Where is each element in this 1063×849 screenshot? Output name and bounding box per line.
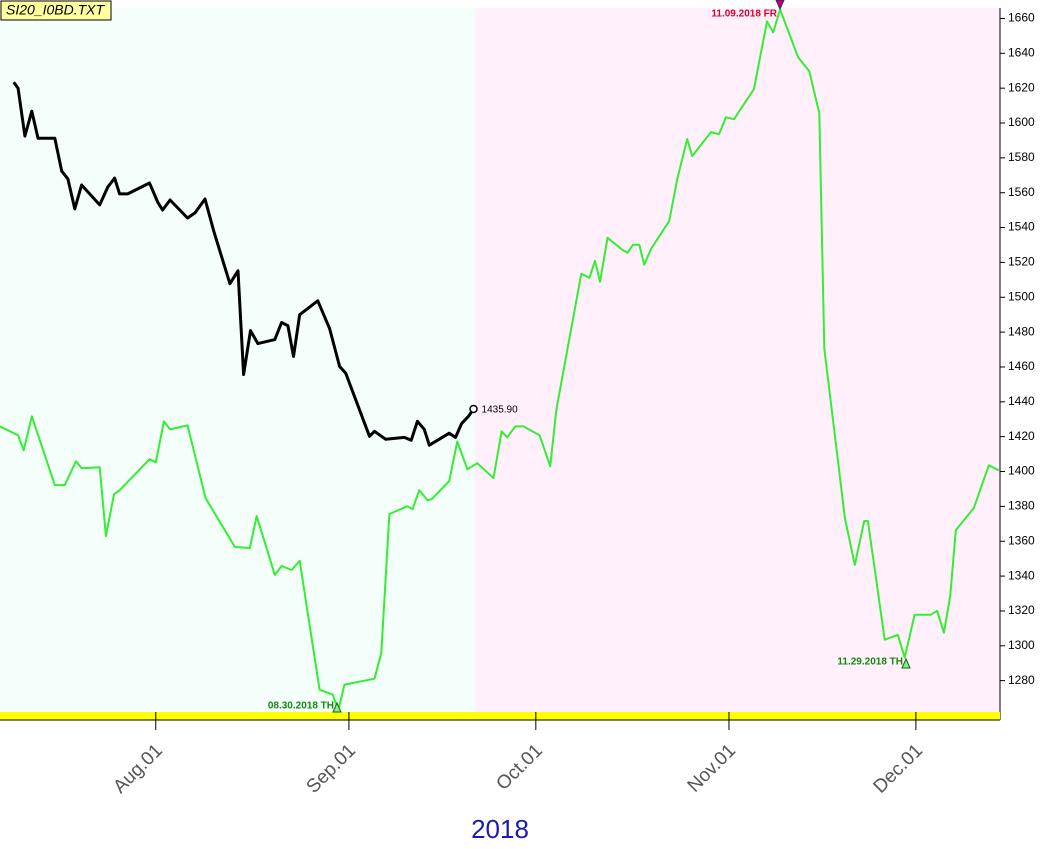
y-tick-label: 1420 xyxy=(1008,429,1035,443)
marker xyxy=(332,701,342,713)
last-point xyxy=(469,404,478,414)
marker xyxy=(775,0,785,11)
title-box xyxy=(0,0,112,21)
y-tick-label: 1600 xyxy=(1008,115,1035,129)
annotation: 11.09.2018 FR xyxy=(711,9,777,20)
y-tick-label: 1580 xyxy=(1008,150,1035,164)
background-right xyxy=(475,8,1000,712)
x-tick-label: Dec.01 xyxy=(870,740,927,797)
chart-title: SI20_I0BD.TXT xyxy=(6,2,105,18)
x-tick-label: Nov.01 xyxy=(684,740,740,796)
y-tick-label: 1480 xyxy=(1008,324,1035,338)
y-tick-label: 1320 xyxy=(1008,603,1035,617)
annotation: 11.29.2018 TH xyxy=(837,657,903,668)
y-tick-label: 1400 xyxy=(1008,464,1035,478)
y-tick-label: 1300 xyxy=(1008,638,1035,652)
last-label: 1435.90 xyxy=(482,405,519,416)
x-axis-label: 2018 xyxy=(471,814,529,844)
y-tick-label: 1280 xyxy=(1008,673,1035,687)
y-tick-label: 1360 xyxy=(1008,533,1035,547)
background-left xyxy=(0,8,475,712)
y-tick-label: 1380 xyxy=(1008,499,1035,513)
y-tick-label: 1440 xyxy=(1008,394,1035,408)
y-tick-label: 1640 xyxy=(1008,45,1035,59)
y-tick-label: 1340 xyxy=(1008,568,1035,582)
y-tick-label: 1540 xyxy=(1008,220,1035,234)
y-tick-label: 1520 xyxy=(1008,255,1035,269)
annotation: 08.30.2018 TH xyxy=(268,701,334,712)
x-tick-label: Sep.01 xyxy=(303,740,360,797)
marker xyxy=(901,657,911,669)
y-tick-label: 1560 xyxy=(1008,185,1035,199)
x-tick-label: Oct.01 xyxy=(492,740,546,794)
line xyxy=(12,81,475,447)
y-tick-label: 1660 xyxy=(1008,11,1035,25)
y-tick-label: 1620 xyxy=(1008,80,1035,94)
y-tick-label: 1500 xyxy=(1008,289,1035,303)
y-tick-label: 1460 xyxy=(1008,359,1035,373)
x-tick-label: Aug.01 xyxy=(109,740,166,797)
line xyxy=(0,8,1000,712)
x-axis-strip xyxy=(0,712,1000,720)
